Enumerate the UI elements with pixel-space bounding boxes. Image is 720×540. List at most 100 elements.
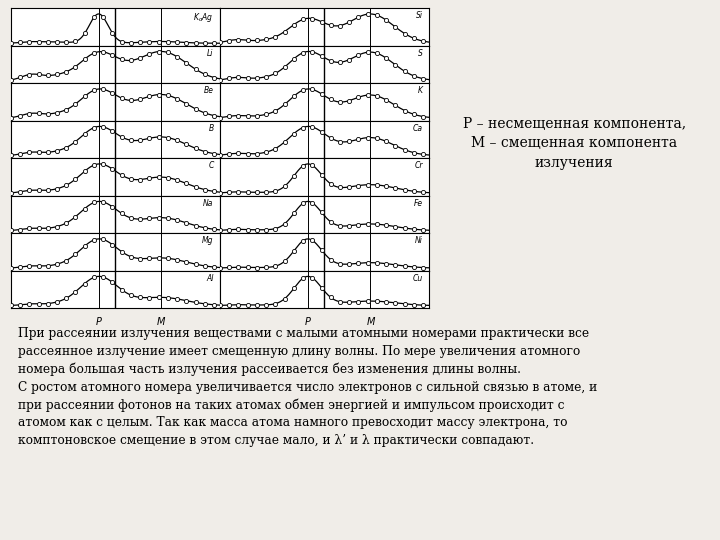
Point — [181, 99, 192, 108]
Point — [79, 130, 91, 138]
Point — [24, 262, 35, 271]
Point — [153, 254, 164, 262]
Point — [372, 134, 383, 143]
Point — [135, 136, 146, 145]
Point — [343, 183, 355, 191]
Point — [307, 274, 318, 282]
Text: C: C — [208, 161, 214, 170]
Point — [418, 188, 429, 197]
Point — [60, 294, 72, 302]
Point — [418, 226, 429, 234]
Point — [269, 187, 281, 195]
Point — [208, 225, 220, 234]
Point — [362, 220, 374, 228]
Point — [42, 261, 53, 270]
Point — [297, 274, 309, 282]
Point — [233, 263, 244, 272]
Point — [334, 221, 346, 230]
Point — [353, 259, 364, 267]
Point — [399, 67, 410, 76]
Point — [214, 113, 225, 122]
Point — [325, 95, 336, 104]
Point — [88, 49, 99, 57]
Point — [214, 151, 225, 159]
Point — [199, 147, 210, 156]
Point — [51, 38, 63, 46]
Point — [261, 301, 272, 309]
Point — [325, 57, 336, 65]
Point — [288, 172, 300, 180]
Point — [143, 50, 155, 58]
Point — [269, 144, 281, 153]
Point — [181, 296, 192, 305]
Point — [125, 174, 137, 183]
Point — [135, 175, 146, 184]
Point — [223, 188, 235, 197]
Point — [162, 37, 174, 46]
Point — [307, 123, 318, 131]
Point — [125, 96, 137, 105]
Text: P: P — [305, 318, 311, 327]
Point — [269, 262, 281, 271]
Point — [116, 247, 127, 256]
Point — [79, 29, 91, 38]
Point — [14, 300, 26, 309]
Point — [190, 144, 202, 153]
Point — [181, 140, 192, 149]
Point — [32, 261, 44, 270]
Point — [399, 186, 410, 194]
Point — [261, 35, 272, 44]
Point — [143, 214, 155, 222]
Point — [408, 34, 420, 43]
Point — [143, 174, 155, 183]
Point — [14, 73, 26, 82]
Text: При рассеянии излучения веществами с малыми атомными номерами практически все
ра: При рассеянии излучения веществами с мал… — [18, 327, 597, 447]
Point — [60, 181, 72, 190]
Point — [251, 74, 263, 83]
Point — [24, 109, 35, 118]
Point — [70, 137, 81, 146]
Point — [353, 93, 364, 102]
Point — [362, 48, 374, 57]
Point — [60, 256, 72, 265]
Point — [380, 16, 392, 24]
Point — [5, 188, 17, 197]
Point — [316, 17, 328, 26]
Point — [325, 21, 336, 30]
Point — [60, 105, 72, 114]
Point — [334, 98, 346, 106]
Point — [233, 187, 244, 196]
Point — [79, 204, 91, 213]
Point — [316, 208, 328, 217]
Text: Na: Na — [203, 199, 214, 207]
Point — [97, 85, 109, 93]
Point — [42, 299, 53, 308]
Point — [51, 109, 63, 117]
Point — [51, 146, 63, 155]
Point — [199, 70, 210, 78]
Point — [372, 181, 383, 190]
Point — [316, 284, 328, 292]
Point — [32, 148, 44, 157]
Point — [261, 188, 272, 197]
Point — [143, 92, 155, 101]
Point — [208, 300, 220, 309]
Point — [14, 111, 26, 120]
Point — [32, 300, 44, 308]
Point — [214, 301, 225, 310]
Point — [24, 224, 35, 233]
Point — [325, 293, 336, 302]
Point — [88, 86, 99, 94]
Point — [79, 279, 91, 288]
Point — [60, 38, 72, 46]
Point — [162, 173, 174, 182]
Point — [297, 15, 309, 24]
Point — [116, 285, 127, 294]
Point — [107, 240, 118, 249]
Point — [199, 300, 210, 308]
Point — [143, 37, 155, 46]
Point — [60, 68, 72, 76]
Text: Si: Si — [415, 11, 423, 20]
Point — [88, 198, 99, 207]
Point — [97, 160, 109, 168]
